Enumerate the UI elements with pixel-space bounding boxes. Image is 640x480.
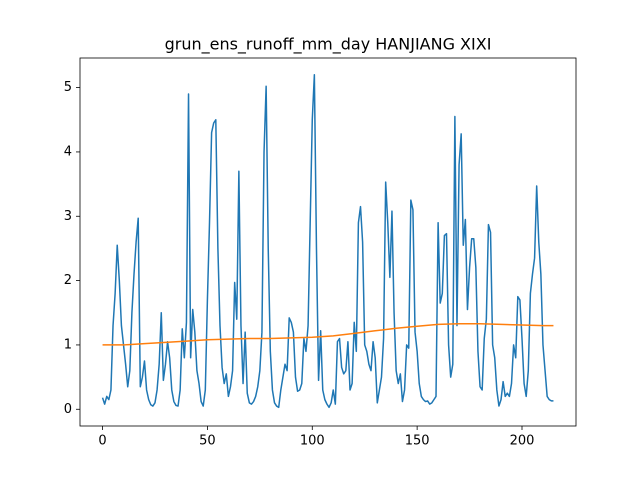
chart-title: grun_ens_runoff_mm_day HANJIANG XIXI: [165, 35, 492, 55]
x-tick-label: 0: [98, 434, 106, 449]
y-tick-label: 1: [64, 337, 72, 352]
x-tick-label: 200: [510, 434, 535, 449]
x-tick-label: 150: [405, 434, 430, 449]
y-tick-label: 3: [64, 209, 72, 224]
x-tick-label: 50: [199, 434, 216, 449]
y-tick-label: 0: [64, 402, 72, 417]
plot-frame: [79, 57, 577, 427]
y-tick-label: 2: [64, 273, 72, 288]
data-line: [102, 322, 554, 346]
data-line: [101, 73, 554, 409]
y-tick-label: 4: [64, 144, 72, 159]
y-tick-label: 5: [64, 80, 72, 95]
x-tick-label: 100: [300, 434, 325, 449]
